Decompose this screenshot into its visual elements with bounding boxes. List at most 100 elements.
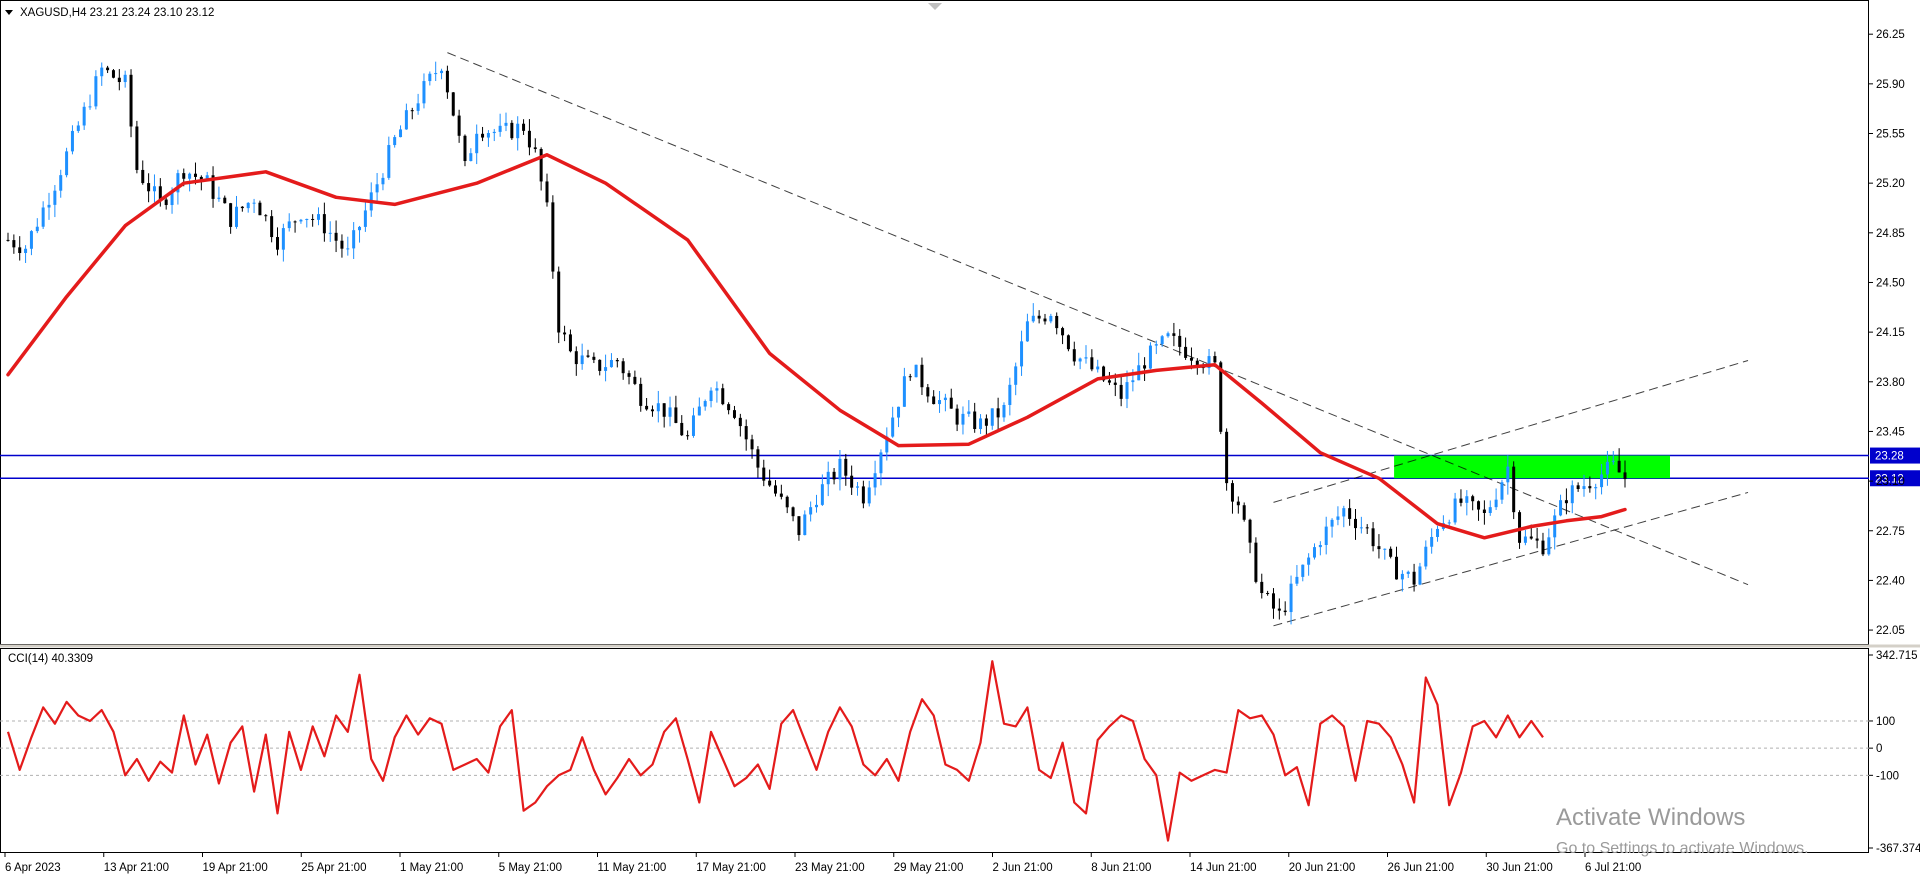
candle	[1412, 563, 1416, 592]
price-tick-label: 25.55	[1876, 129, 1905, 141]
candle-body	[1529, 536, 1533, 539]
candle-body	[662, 403, 666, 417]
candle-body	[1119, 384, 1123, 399]
candle-body	[123, 74, 127, 83]
candle-body	[1307, 557, 1311, 565]
candle-body	[498, 125, 502, 132]
level-badge	[1870, 470, 1920, 487]
candle-body	[1518, 512, 1522, 543]
candle	[639, 377, 643, 412]
candle-body	[492, 131, 496, 134]
candle	[791, 506, 795, 522]
candle-body	[1424, 546, 1428, 567]
candle-body	[1611, 460, 1615, 462]
candle	[65, 147, 69, 178]
candle	[340, 234, 344, 258]
candle	[527, 119, 531, 156]
scroll-marker-icon[interactable]	[928, 3, 942, 10]
candle-body	[996, 408, 1000, 418]
candle-body	[744, 426, 748, 440]
candle-body	[334, 232, 338, 241]
candle-body	[990, 408, 994, 426]
candle	[1184, 337, 1188, 360]
candle	[82, 102, 86, 130]
candle	[539, 147, 543, 191]
time-tick-label: 29 May 21:00	[894, 862, 964, 874]
time-tick-label: 1 May 21:00	[400, 862, 463, 874]
price-tick-label: 24.15	[1876, 327, 1905, 339]
candle	[1523, 529, 1527, 546]
candle	[1406, 570, 1410, 578]
candle-body	[697, 406, 701, 416]
candle-body	[170, 192, 174, 206]
candle-body	[1072, 349, 1076, 362]
candle	[914, 364, 918, 378]
candle-body	[1389, 548, 1393, 557]
candle	[691, 407, 695, 438]
candle-body	[815, 504, 818, 508]
candle-body	[1266, 593, 1270, 595]
candle-body	[182, 173, 186, 179]
candle	[1043, 313, 1047, 325]
candle	[1453, 492, 1457, 525]
candle-body	[1061, 328, 1065, 336]
candle	[1389, 546, 1393, 559]
candle	[1617, 448, 1621, 473]
candle	[445, 65, 449, 99]
time-tick-label: 6 Jul 21:00	[1585, 862, 1641, 874]
candle-body	[609, 360, 613, 368]
candle	[252, 198, 256, 213]
candle	[1336, 506, 1340, 526]
candle-body	[65, 151, 69, 176]
candle-body	[1049, 315, 1053, 322]
candle	[229, 202, 233, 234]
time-tick-label: 2 Jun 21:00	[993, 862, 1053, 874]
candle	[598, 359, 602, 376]
candle-body	[516, 123, 520, 139]
trendline	[447, 52, 1749, 586]
candle-body	[41, 207, 45, 227]
symbol-menu-chevron-down-icon[interactable]	[5, 10, 13, 15]
candle	[416, 93, 420, 115]
candle-body	[721, 388, 725, 405]
time-tick-label: 20 Jun 21:00	[1289, 862, 1356, 874]
candle-body	[1014, 366, 1018, 385]
candle	[106, 65, 110, 74]
trendline	[1273, 491, 1749, 627]
candle-body	[809, 507, 813, 515]
candle	[1371, 522, 1375, 552]
candle-body	[1131, 380, 1135, 383]
candle	[451, 91, 455, 117]
candle-body	[686, 435, 690, 437]
candle-body	[1570, 485, 1574, 504]
candle-body	[1477, 501, 1481, 510]
candle-body	[908, 376, 912, 378]
candle-body	[691, 415, 695, 436]
candle	[1600, 463, 1604, 495]
candle	[422, 73, 426, 109]
candle	[486, 130, 490, 147]
candle	[897, 406, 901, 428]
candle-body	[1535, 538, 1539, 541]
candle-body	[1031, 315, 1035, 322]
moving-average-series	[6, 153, 1627, 540]
candle	[305, 218, 309, 228]
candle	[856, 481, 860, 496]
candle	[1430, 528, 1434, 554]
candle-body	[422, 81, 426, 104]
candle	[399, 125, 403, 138]
candle	[785, 495, 789, 514]
candle	[1359, 516, 1363, 534]
candle-body	[35, 226, 39, 232]
resistance-zone[interactable]	[1394, 455, 1670, 479]
candle-body	[1189, 357, 1193, 361]
candle	[1582, 474, 1586, 497]
candle-body	[551, 202, 555, 272]
candle-body	[1236, 501, 1240, 506]
candle	[1014, 362, 1018, 396]
candle	[211, 166, 215, 208]
candle-body	[299, 219, 303, 222]
trendlines[interactable]	[447, 52, 1749, 627]
